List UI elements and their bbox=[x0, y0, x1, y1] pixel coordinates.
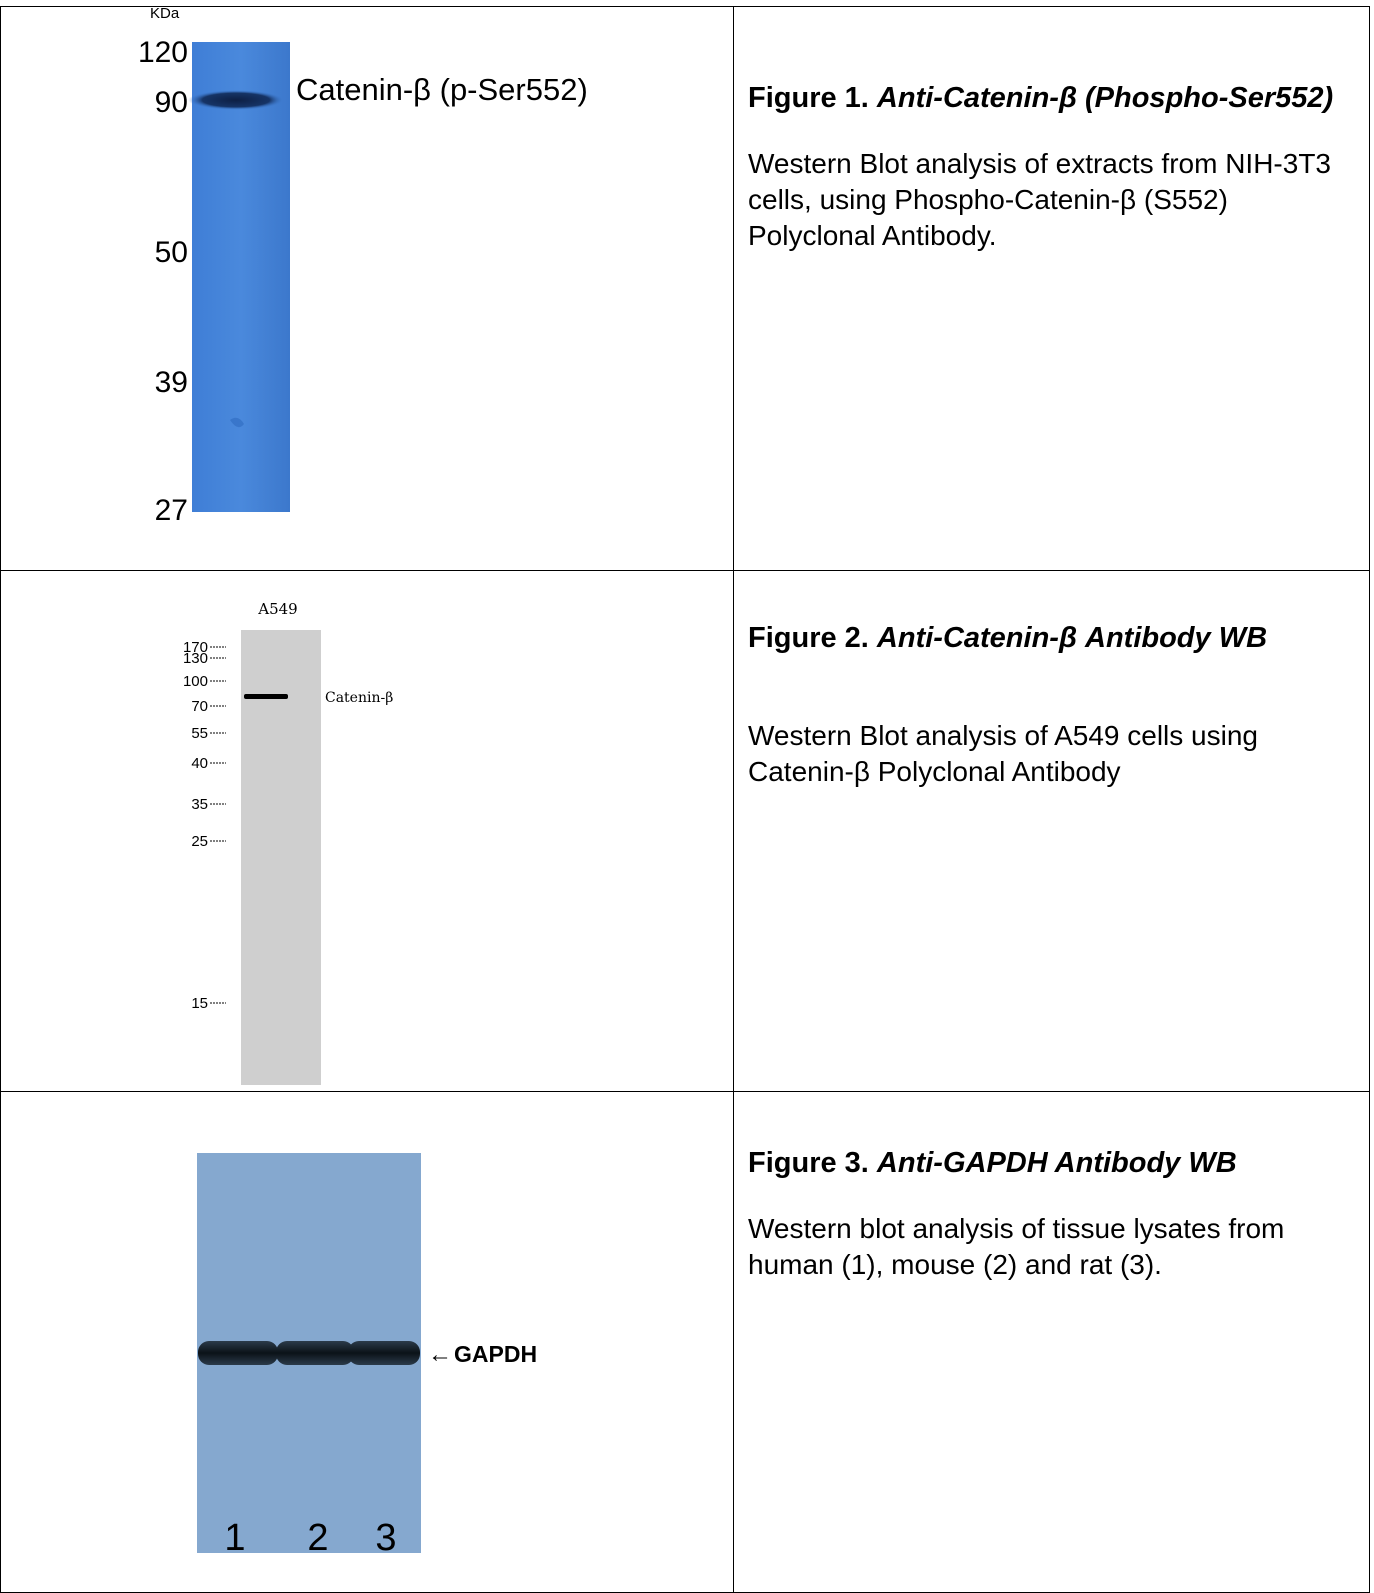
figure2-marker-55: 55 bbox=[191, 725, 208, 742]
figure2-marker-170: 170 bbox=[183, 639, 208, 656]
figure3-band-lane-3 bbox=[348, 1341, 420, 1365]
figure2-marker-40: 40 bbox=[191, 755, 208, 772]
figure2-description: Western Blot analysis of A549 cells usin… bbox=[748, 720, 1258, 787]
figure3-caption: Figure 3. Anti-GAPDH Antibody WB Western… bbox=[748, 1145, 1358, 1283]
row-divider-1 bbox=[1, 570, 1369, 571]
figure1-title-label: Figure 1. bbox=[748, 82, 869, 114]
figure2-marker-100: 100 bbox=[183, 673, 208, 690]
figure3-lane-2: 2 bbox=[307, 1517, 328, 1559]
figure1-artifact bbox=[230, 417, 244, 428]
figure3-title: Figure 3. Anti-GAPDH Antibody WB bbox=[748, 1145, 1358, 1181]
figure2-title-name: Anti-Catenin-β Antibody WB bbox=[876, 622, 1268, 654]
figure1-description: Western Blot analysis of extracts from N… bbox=[748, 148, 1331, 251]
figure1-title-name: Anti-Catenin-β (Phospho-Ser552) bbox=[876, 82, 1334, 114]
figure2-membrane bbox=[241, 630, 321, 1085]
figure3-bands bbox=[198, 1341, 420, 1365]
figure1-membrane bbox=[192, 42, 290, 512]
figure2-markers: 170 130 100 70 55 40 35 25 15 bbox=[183, 639, 208, 1012]
figure2-marker-15: 15 bbox=[191, 995, 208, 1012]
figure3-title-label: Figure 3. bbox=[748, 1147, 869, 1179]
figure2-band-label: Catenin-β bbox=[325, 690, 393, 706]
figure2-marker-70: 70 bbox=[191, 698, 208, 715]
figure3-blot-image: ← GAPDH 1 2 3 bbox=[197, 1153, 537, 1559]
figure3-band-label: GAPDH bbox=[454, 1341, 537, 1367]
figure1-marker-27: 27 bbox=[155, 494, 188, 527]
row-divider-2 bbox=[1, 1091, 1369, 1092]
figure2-lane-label: A549 bbox=[257, 600, 297, 618]
figure2-marker-25: 25 bbox=[191, 833, 208, 850]
figure1-marker-39: 39 bbox=[155, 366, 188, 399]
figure1-marker-120: 120 bbox=[138, 36, 188, 69]
figure2-marker-35: 35 bbox=[191, 796, 208, 813]
figure1-title: Figure 1. Anti-Catenin-β (Phospho-Ser552… bbox=[748, 80, 1358, 116]
figure2-marker-ticks bbox=[210, 646, 226, 1004]
figure3-lane-3: 3 bbox=[375, 1517, 396, 1559]
figure2-caption: Figure 2. Anti-Catenin-β Antibody WB Wes… bbox=[748, 620, 1358, 790]
figure1-kda-label: KDa bbox=[150, 5, 180, 22]
figure1-caption: Figure 1. Anti-Catenin-β (Phospho-Ser552… bbox=[748, 80, 1358, 254]
figure1-marker-90: 90 bbox=[155, 86, 188, 119]
figure3-lane-1: 1 bbox=[224, 1517, 245, 1559]
figure1-blot-image: KDa 120 90 50 39 27 Catenin-β (p-Ser552) bbox=[138, 5, 588, 527]
figure2-title-label: Figure 2. bbox=[748, 622, 869, 654]
column-divider bbox=[733, 7, 734, 1592]
figure3-description: Western blot analysis of tissue lysates … bbox=[748, 1213, 1285, 1280]
figure2-blot-image: A549 170 130 100 70 55 40 35 25 15 Caten… bbox=[183, 600, 393, 1085]
figure3-band-lane-1 bbox=[198, 1341, 278, 1365]
figure1-band bbox=[188, 90, 284, 110]
figure3-title-name: Anti-GAPDH Antibody WB bbox=[876, 1147, 1237, 1179]
figure1-band-label: Catenin-β (p-Ser552) bbox=[296, 72, 588, 107]
figure2-band bbox=[244, 694, 288, 699]
figure2-title: Figure 2. Anti-Catenin-β Antibody WB bbox=[748, 620, 1358, 656]
figure1-marker-50: 50 bbox=[155, 236, 188, 269]
figure3-band-lane-2 bbox=[276, 1341, 354, 1365]
figure2-marker-130: 130 bbox=[183, 650, 208, 667]
figure3-arrow-icon: ← bbox=[428, 1341, 452, 1368]
